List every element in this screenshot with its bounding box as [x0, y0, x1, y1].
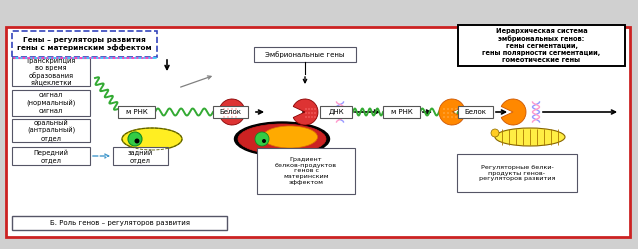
Text: Транскрипция
во время
образования
яйцеклетки: Транскрипция во время образования яйцекл…: [26, 58, 76, 86]
Circle shape: [447, 108, 449, 110]
Circle shape: [456, 116, 457, 118]
Circle shape: [451, 112, 453, 114]
Circle shape: [223, 112, 225, 114]
Circle shape: [308, 116, 309, 118]
Wedge shape: [439, 99, 464, 125]
Circle shape: [227, 116, 228, 118]
Circle shape: [451, 116, 453, 118]
Circle shape: [232, 116, 233, 118]
Circle shape: [232, 112, 233, 114]
Circle shape: [456, 112, 457, 114]
Circle shape: [227, 108, 228, 110]
Text: м РНК: м РНК: [390, 109, 412, 115]
Wedge shape: [501, 99, 526, 125]
Bar: [320, 106, 352, 118]
Ellipse shape: [262, 126, 318, 148]
Ellipse shape: [235, 122, 329, 156]
Circle shape: [232, 108, 233, 110]
Text: м РНК: м РНК: [126, 109, 147, 115]
Text: сигнал
(нормальный)
сигнал: сигнал (нормальный) сигнал: [26, 92, 76, 114]
Bar: [113, 147, 168, 165]
Text: Эмбриональные гены: Эмбриональные гены: [265, 51, 345, 58]
Circle shape: [451, 108, 453, 110]
Text: Гены – регуляторы развития
гены с материнским эффектом: Гены – регуляторы развития гены с матери…: [17, 37, 151, 51]
Text: Градиент
белков-продуктов
генов с
материнским
эффектом: Градиент белков-продуктов генов с матери…: [275, 157, 337, 185]
Circle shape: [235, 112, 237, 114]
Circle shape: [306, 116, 307, 118]
Bar: [383, 106, 420, 118]
Circle shape: [306, 112, 307, 114]
Circle shape: [443, 108, 445, 110]
Bar: [12, 147, 90, 165]
Text: Иерархическая система
эмбриональных генов:
гены сегментации,
гены полярности сег: Иерархическая система эмбриональных гено…: [482, 28, 600, 63]
Text: задний
отдел: задний отдел: [128, 149, 153, 163]
Bar: [12, 119, 90, 142]
Ellipse shape: [495, 128, 565, 146]
Bar: [213, 106, 248, 118]
Circle shape: [456, 108, 457, 110]
Circle shape: [315, 116, 316, 118]
Wedge shape: [293, 99, 318, 125]
Circle shape: [223, 108, 225, 110]
Wedge shape: [219, 99, 244, 125]
Circle shape: [306, 108, 307, 110]
Text: оральный
(антральный)
отдел: оральный (антральный) отдел: [27, 120, 75, 141]
Bar: [254, 47, 356, 62]
Circle shape: [128, 132, 142, 146]
Circle shape: [235, 108, 237, 110]
Circle shape: [255, 132, 269, 146]
Bar: [12, 31, 157, 57]
Text: Белок: Белок: [464, 109, 487, 115]
Bar: [458, 106, 493, 118]
Circle shape: [308, 108, 309, 110]
Circle shape: [443, 116, 445, 118]
Bar: [12, 216, 227, 230]
Circle shape: [227, 112, 228, 114]
Ellipse shape: [238, 124, 326, 154]
Bar: [118, 106, 155, 118]
Circle shape: [311, 116, 313, 118]
Text: Белок: Белок: [219, 109, 242, 115]
Text: ДНК: ДНК: [328, 109, 344, 115]
Circle shape: [491, 129, 499, 137]
Circle shape: [135, 138, 140, 143]
Bar: [12, 58, 90, 86]
Circle shape: [308, 112, 309, 114]
Circle shape: [311, 108, 313, 110]
Bar: [457, 154, 577, 192]
Circle shape: [447, 116, 449, 118]
Circle shape: [315, 112, 316, 114]
Bar: [458, 25, 625, 66]
Circle shape: [223, 116, 225, 118]
Circle shape: [447, 112, 449, 114]
Text: Передний
отдел: Передний отдел: [34, 149, 68, 163]
Text: Б. Роль генов – регуляторов развития: Б. Роль генов – регуляторов развития: [50, 220, 189, 226]
Circle shape: [311, 112, 313, 114]
Text: Регуляторные белки-
продукты генов-
регуляторов развития: Регуляторные белки- продукты генов- регу…: [478, 165, 555, 181]
Bar: [257, 148, 355, 194]
Circle shape: [262, 139, 266, 143]
Circle shape: [235, 116, 237, 118]
Bar: [12, 90, 90, 116]
Ellipse shape: [122, 128, 182, 150]
Circle shape: [443, 112, 445, 114]
Circle shape: [315, 108, 316, 110]
Bar: [6, 27, 630, 237]
